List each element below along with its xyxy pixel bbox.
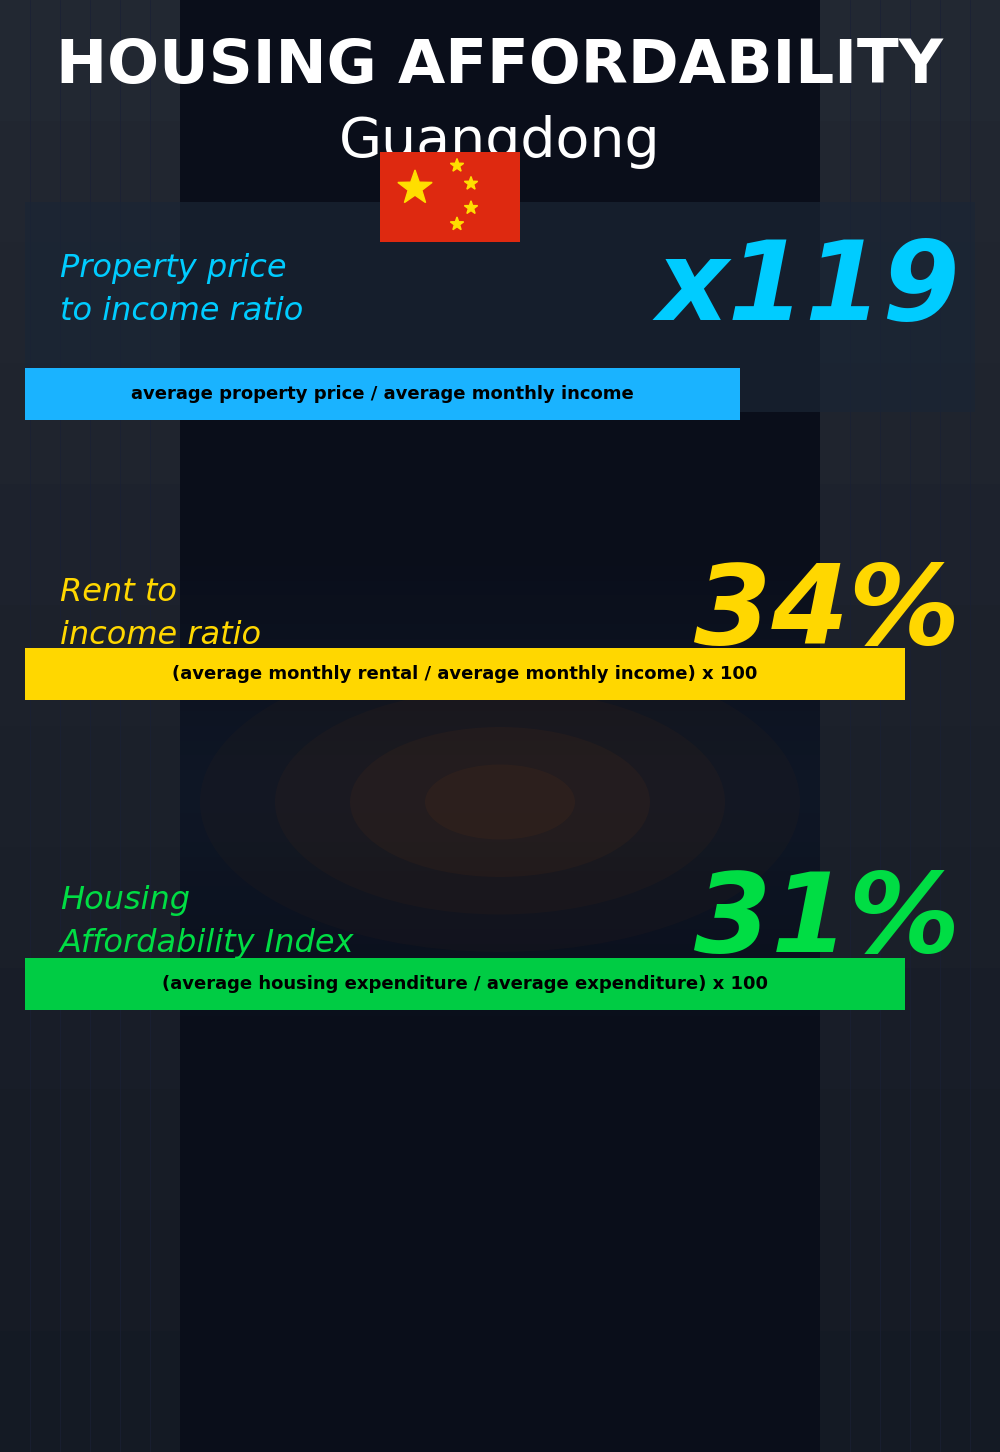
Text: x119: x119 xyxy=(656,237,960,344)
Polygon shape xyxy=(450,216,464,229)
Bar xyxy=(0,242,180,363)
Polygon shape xyxy=(464,177,478,189)
Bar xyxy=(820,726,1000,847)
Bar xyxy=(25,202,975,412)
Ellipse shape xyxy=(350,727,650,877)
Bar xyxy=(0,847,180,968)
Bar xyxy=(180,624,820,639)
Bar xyxy=(820,1089,1000,1210)
Bar xyxy=(180,886,820,900)
Text: Housing
Affordability Index: Housing Affordability Index xyxy=(60,886,355,958)
Bar xyxy=(820,605,1000,726)
Bar xyxy=(180,1031,820,1045)
Bar xyxy=(180,857,820,871)
Bar xyxy=(820,363,1000,484)
Bar xyxy=(180,711,820,726)
Bar xyxy=(0,1331,180,1452)
Bar xyxy=(0,726,180,847)
Bar xyxy=(380,152,520,242)
Bar xyxy=(25,648,905,700)
Text: Guangdong: Guangdong xyxy=(339,115,661,168)
Bar xyxy=(0,484,180,605)
Bar xyxy=(180,741,820,755)
Bar xyxy=(180,900,820,915)
Bar xyxy=(820,1331,1000,1452)
Bar xyxy=(180,595,820,610)
Bar xyxy=(820,1210,1000,1331)
Bar xyxy=(180,944,820,958)
Text: average property price / average monthly income: average property price / average monthly… xyxy=(131,385,633,404)
Bar xyxy=(25,958,905,1011)
Bar xyxy=(820,968,1000,1089)
Bar xyxy=(0,0,180,121)
Bar xyxy=(180,813,820,828)
Bar xyxy=(180,842,820,857)
Bar xyxy=(180,581,820,595)
Text: (average monthly rental / average monthly income) x 100: (average monthly rental / average monthl… xyxy=(172,665,758,682)
Bar xyxy=(0,1210,180,1331)
Bar xyxy=(180,682,820,697)
Text: (average housing expenditure / average expenditure) x 100: (average housing expenditure / average e… xyxy=(162,974,768,993)
Bar xyxy=(820,242,1000,363)
Bar xyxy=(180,697,820,711)
Bar xyxy=(180,566,820,581)
Bar xyxy=(0,605,180,726)
Bar xyxy=(820,121,1000,242)
Bar xyxy=(180,755,820,770)
Bar xyxy=(180,1002,820,1016)
Bar xyxy=(820,847,1000,968)
Polygon shape xyxy=(450,158,464,171)
Text: 31%: 31% xyxy=(694,868,960,976)
Bar xyxy=(180,726,820,741)
Bar xyxy=(180,987,820,1002)
Bar xyxy=(25,367,740,420)
Bar xyxy=(180,639,820,653)
Bar xyxy=(180,668,820,682)
Bar xyxy=(180,871,820,886)
Bar xyxy=(0,363,180,484)
Bar xyxy=(180,653,820,668)
Text: HOUSING AFFORDABILITY: HOUSING AFFORDABILITY xyxy=(56,38,944,96)
Bar xyxy=(180,958,820,973)
Bar xyxy=(180,973,820,987)
Bar xyxy=(820,0,1000,121)
Bar xyxy=(820,484,1000,605)
Bar xyxy=(180,770,820,784)
Polygon shape xyxy=(464,200,478,213)
Ellipse shape xyxy=(425,765,575,839)
Bar xyxy=(180,610,820,624)
Bar xyxy=(180,828,820,842)
Bar xyxy=(180,784,820,799)
Bar xyxy=(180,552,820,566)
Text: Property price
to income ratio: Property price to income ratio xyxy=(60,253,303,327)
Text: 34%: 34% xyxy=(694,560,960,668)
Bar xyxy=(0,121,180,242)
Bar xyxy=(180,915,820,929)
Bar xyxy=(0,1089,180,1210)
Bar xyxy=(180,1016,820,1031)
Text: Rent to
income ratio: Rent to income ratio xyxy=(60,576,261,650)
Bar xyxy=(180,799,820,813)
Bar xyxy=(180,929,820,944)
Polygon shape xyxy=(398,170,432,203)
Bar xyxy=(0,968,180,1089)
